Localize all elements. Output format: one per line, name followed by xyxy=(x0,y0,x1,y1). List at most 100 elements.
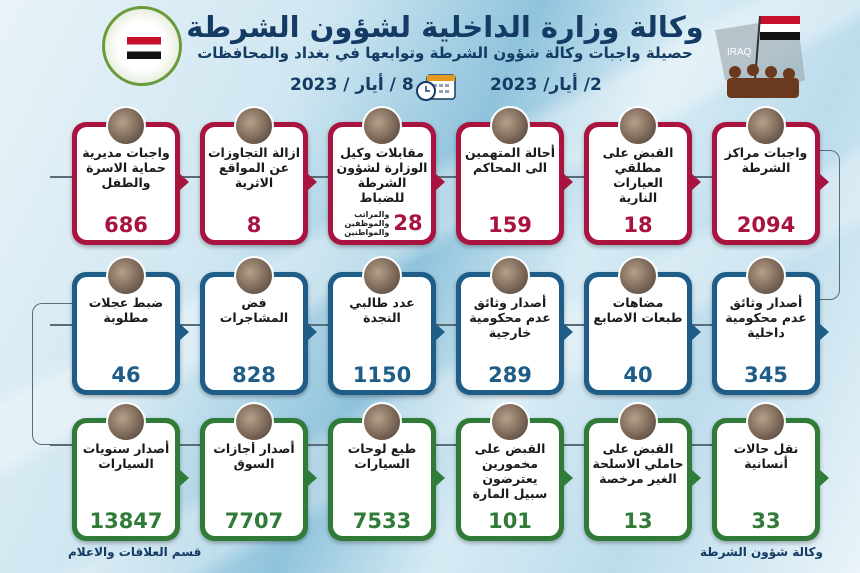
stat-label: عدد طالبي النجدة xyxy=(349,295,415,325)
stat-label: أحالة المتهمين الى المحاكم xyxy=(464,145,556,175)
stat-label: أصدار وثائق عدم محكومية خارجية xyxy=(469,295,551,340)
stat-label: ازالة التجاوزات عن المواقع الاثرية xyxy=(208,145,300,190)
stat-value: 18 xyxy=(623,213,653,237)
arrow-left-icon xyxy=(436,174,445,190)
arrow-left-icon xyxy=(820,174,829,190)
stat-value: 33 xyxy=(751,509,781,533)
card-photo xyxy=(490,256,530,296)
stat-label: فض المشاجرات xyxy=(219,295,289,325)
stat-label: القبض على مخمورين يعترضون سبيل المارة xyxy=(472,441,548,501)
stat-label: واجبات مراكز الشرطة xyxy=(724,145,808,175)
card-body: فض المشاجرات 828 xyxy=(205,277,303,390)
stat-card: ازالة التجاوزات عن المواقع الاثرية 8 xyxy=(200,106,317,245)
stat-value-line: 13 xyxy=(623,510,652,533)
card-photo xyxy=(234,256,274,296)
stat-card: واجبات مراكز الشرطة 2094 xyxy=(712,106,829,245)
stat-card: عدد طالبي النجدة 1150 xyxy=(328,256,445,395)
stat-value-line: 13847 xyxy=(89,510,162,533)
stat-value-line: 33 xyxy=(751,510,780,533)
card-photo xyxy=(106,106,146,146)
stat-value-line: 1150 xyxy=(353,364,411,387)
card-photo xyxy=(490,106,530,146)
stat-card: واجبات مديرية حماية الاسرة والطفل 686 xyxy=(72,106,189,245)
stat-value-line: 28 والمراتب والموظفين والمواطنين xyxy=(341,210,422,237)
stat-value-line: 7707 xyxy=(225,510,283,533)
arrow-left-icon xyxy=(180,470,189,486)
date-to: 8 / أيار / 2023 xyxy=(290,75,414,95)
row-police-duties: واجبات مراكز الشرطة 2094 القبض على مطلقي ا… xyxy=(50,106,829,245)
card-frame: أصدار أجازات السوق 7707 xyxy=(200,418,317,541)
stat-label: واجبات مديرية حماية الاسرة والطفل xyxy=(82,145,170,190)
arrow-left-icon xyxy=(436,324,445,340)
stat-value: 13 xyxy=(623,509,653,533)
stat-value-line: 18 xyxy=(623,214,652,237)
stat-value: 7707 xyxy=(224,509,284,533)
stat-card: أصدار أجازات السوق 7707 xyxy=(200,402,317,541)
card-photo xyxy=(106,256,146,296)
arrow-left-icon xyxy=(180,174,189,190)
stat-card: طبع لوحات السيارات 7533 xyxy=(328,402,445,541)
stat-card: أصدار سنويات السيارات 13847 xyxy=(72,402,189,541)
arrow-left-icon xyxy=(308,324,317,340)
card-body: القبض على مخمورين يعترضون سبيل المارة 101 xyxy=(461,423,559,536)
date-from: 2/ أيار/ 2023 xyxy=(490,75,602,95)
stat-value: 159 xyxy=(488,213,532,237)
arrow-left-icon xyxy=(820,470,829,486)
arrow-left-icon xyxy=(308,470,317,486)
card-photo xyxy=(618,106,658,146)
card-photo xyxy=(234,402,274,442)
iraq-flag-emblem xyxy=(127,37,161,59)
card-photo xyxy=(618,256,658,296)
page-title: وكالة وزارة الداخلية لشؤون الشرطة xyxy=(186,10,704,44)
stat-value-line: 2094 xyxy=(737,214,795,237)
card-body: ضبط عجلات مطلوبة 46 xyxy=(77,277,175,390)
iraq-text: IRAQ xyxy=(727,47,752,58)
stat-value-line: 289 xyxy=(488,364,532,387)
stat-card: القبض على مطلقي العيارات النارية 18 xyxy=(584,106,701,245)
iraq-map-flag-logo: IRAQ xyxy=(715,15,805,98)
stat-label: أصدار سنويات السيارات xyxy=(82,441,170,471)
arrow-left-icon xyxy=(564,324,573,340)
stat-label: مضاهات طبعات الاصابع xyxy=(593,295,683,325)
stat-value-line: 46 xyxy=(111,364,140,387)
stat-card: ضبط عجلات مطلوبة 46 xyxy=(72,256,189,395)
card-photo xyxy=(746,256,786,296)
stat-value-line: 8 xyxy=(247,214,262,237)
arrow-left-icon xyxy=(564,470,573,486)
stat-value-line: 159 xyxy=(488,214,532,237)
stat-value: 1150 xyxy=(352,363,412,387)
arrow-left-icon xyxy=(564,174,573,190)
arrow-left-icon xyxy=(820,324,829,340)
card-photo xyxy=(362,256,402,296)
stat-value-line: 686 xyxy=(104,214,148,237)
arrow-left-icon xyxy=(436,470,445,486)
stat-value: 13847 xyxy=(89,509,163,533)
stat-value-line: 7533 xyxy=(353,510,411,533)
stat-label: طبع لوحات السيارات xyxy=(347,441,417,471)
stat-value-line: 345 xyxy=(744,364,788,387)
arrow-left-icon xyxy=(180,324,189,340)
stat-value: 101 xyxy=(488,509,532,533)
card-frame: القبض على مخمورين يعترضون سبيل المارة 101 xyxy=(456,418,573,541)
stat-label: مقابلات وكيل الوزارة لشؤون الشرطة للضباط xyxy=(336,145,428,205)
arrow-left-icon xyxy=(692,470,701,486)
stat-card: فض المشاجرات 828 xyxy=(200,256,317,395)
stat-label: نقل حالات أنسانية xyxy=(733,441,799,471)
stat-label: أصدار وثائق عدم محكومية داخلية xyxy=(725,295,807,340)
stat-value: 7533 xyxy=(352,509,412,533)
card-frame: القبض على حاملي الاسلحة الغير مرخصة 13 xyxy=(584,418,701,541)
stat-value: 46 xyxy=(111,363,141,387)
card-body: أحالة المتهمين الى المحاكم 159 xyxy=(461,127,559,240)
stat-value: 828 xyxy=(232,363,276,387)
footer-right: وكالة شؤون الشرطة xyxy=(700,545,823,559)
card-photo xyxy=(362,106,402,146)
stat-card: القبض على مخمورين يعترضون سبيل المارة 101 xyxy=(456,402,573,541)
arrow-left-icon xyxy=(692,174,701,190)
calendar-clock-icon xyxy=(416,74,456,101)
stat-value: 345 xyxy=(744,363,788,387)
stat-value: 28 xyxy=(393,211,423,235)
card-frame: نقل حالات أنسانية 33 xyxy=(712,418,829,541)
row-traffic: نقل حالات أنسانية 33 القبض على حاملي الاسل… xyxy=(50,402,829,541)
card-photo xyxy=(490,402,530,442)
